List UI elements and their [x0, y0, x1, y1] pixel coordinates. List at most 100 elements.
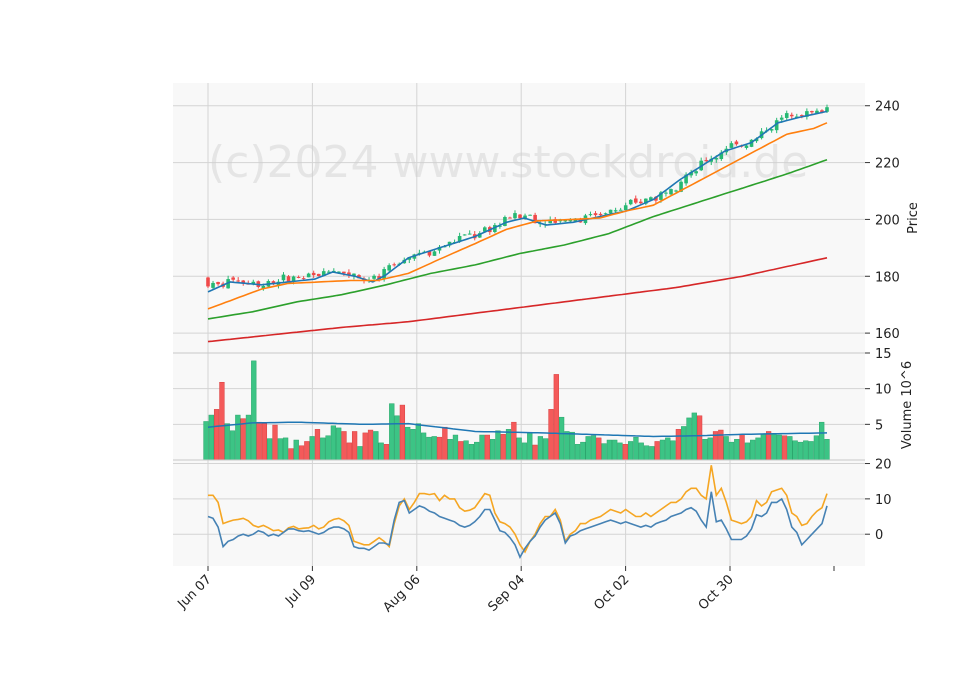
candle-body: [533, 214, 537, 224]
candle-body: [206, 277, 210, 287]
candle-body: [432, 251, 437, 256]
volume-bar: [808, 441, 814, 461]
volume-bar: [606, 439, 613, 461]
candle-body: [508, 217, 512, 219]
volume-bar: [617, 442, 623, 461]
volume-bar: [750, 439, 756, 461]
candle-body: [588, 214, 593, 216]
volume-bar: [681, 426, 687, 461]
volume-bar: [776, 434, 782, 461]
volume-bar: [824, 439, 830, 461]
volume-bars: [203, 360, 830, 461]
volume-bar: [256, 421, 262, 461]
candle-body: [482, 227, 487, 232]
volume-bar: [293, 439, 299, 461]
volume-bar: [601, 443, 607, 461]
volume-bar: [373, 431, 379, 461]
candle-body: [306, 273, 311, 278]
candle-body: [628, 199, 633, 205]
candle-body: [664, 192, 668, 194]
volume-bar: [590, 435, 597, 461]
candle-body: [633, 198, 638, 203]
y-tick-label: 15: [875, 347, 892, 362]
x-tick-label: Aug 06: [380, 572, 423, 615]
volume-bar: [574, 444, 581, 461]
candle-body: [689, 172, 693, 176]
x-tick-label: Oct 30: [696, 572, 737, 613]
volume-bar: [654, 441, 660, 461]
candle-body: [513, 213, 517, 219]
volume-bar: [203, 421, 209, 461]
volume-bar: [378, 442, 384, 461]
candle-body: [316, 273, 321, 277]
candle-body: [810, 111, 814, 113]
volume-bar: [320, 437, 326, 461]
volume-bar: [426, 436, 432, 461]
volume-bar: [771, 433, 777, 461]
candle-body: [734, 141, 739, 145]
price-ma-line-1: [207, 122, 828, 310]
candle-body: [644, 198, 648, 204]
x-tick-label: Jun 07: [175, 572, 215, 612]
candle-body: [789, 114, 794, 117]
candle-body: [241, 280, 246, 284]
volume-bar: [219, 381, 225, 461]
volume-bar: [803, 440, 809, 461]
volume-bar: [696, 415, 703, 461]
candle-body: [352, 273, 356, 277]
candle-body: [674, 190, 678, 192]
volume-bar: [532, 444, 538, 461]
volume-bar: [224, 423, 230, 461]
volume-bar: [484, 434, 490, 461]
volume-bar: [585, 436, 591, 461]
candle-body: [518, 214, 522, 219]
candle-body: [286, 276, 291, 282]
candle-body: [618, 209, 623, 211]
candle-body: [337, 271, 341, 273]
volume-bar: [277, 438, 283, 461]
volume-bar: [760, 434, 766, 461]
candle-body: [503, 217, 507, 226]
y-tick-label: 200: [875, 213, 900, 228]
candle-body: [815, 110, 819, 114]
volume-axis-label: Volume 10^6: [900, 361, 915, 449]
candle-body: [447, 241, 452, 246]
x-tick-label: Jul 09: [282, 572, 319, 609]
price-ma-line-0: [207, 110, 828, 293]
candle-body: [603, 213, 608, 215]
volume-bar: [479, 434, 485, 461]
candle-body: [477, 233, 482, 238]
volume-bar: [367, 429, 374, 461]
candle-body: [598, 213, 603, 216]
volume-bar: [548, 409, 554, 461]
candle-body: [704, 160, 709, 162]
volume-bar: [415, 423, 421, 461]
candle-body: [679, 181, 683, 192]
volume-bar: [314, 429, 321, 461]
candle-body: [407, 257, 412, 260]
price-axis-label: Price: [906, 202, 921, 234]
volume-bar: [781, 435, 788, 461]
volume-bar: [213, 409, 220, 461]
volume-bar: [495, 430, 501, 461]
volume-bar: [341, 431, 347, 461]
volume-bar: [431, 436, 437, 461]
candle-body: [684, 174, 688, 184]
candle-body: [261, 285, 266, 289]
volume-bar: [208, 414, 214, 461]
volume-bar: [330, 425, 337, 461]
y-tick-label: 220: [875, 157, 900, 172]
volume-bar: [787, 436, 793, 461]
candle-body: [417, 252, 422, 254]
y-tick-label: 20: [875, 458, 892, 473]
y-tick-label: 10: [875, 493, 892, 508]
candle-body: [321, 271, 326, 276]
volume-bar: [537, 436, 544, 461]
plot-background: [173, 83, 865, 566]
candle-body: [729, 143, 734, 148]
candle-body: [427, 251, 432, 256]
volume-bar: [304, 441, 310, 461]
candle-body: [301, 278, 306, 280]
